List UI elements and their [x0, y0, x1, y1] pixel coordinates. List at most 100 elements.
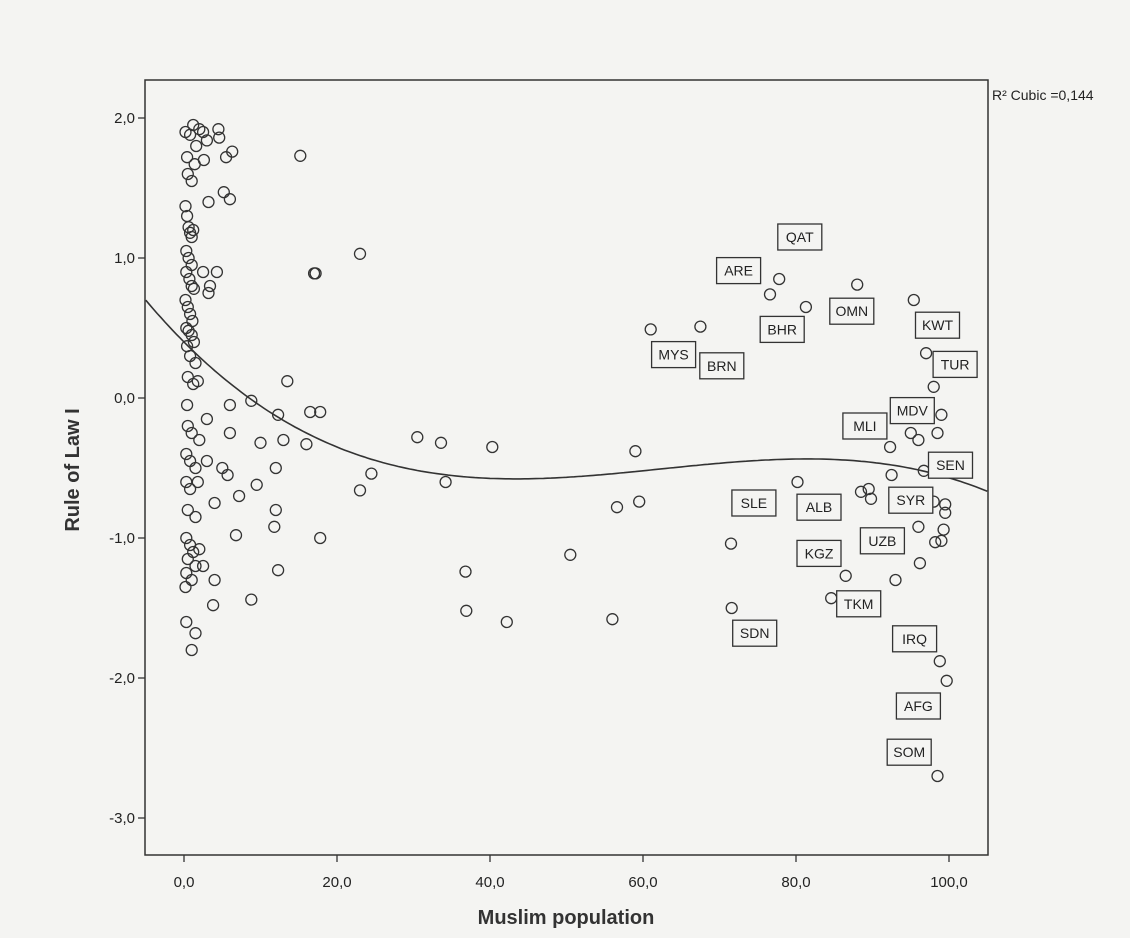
country-label: SEN — [927, 451, 974, 479]
y-tick-label: 2,0 — [114, 110, 135, 127]
data-point — [187, 282, 201, 295]
svg-text:TUR: TUR — [941, 356, 970, 372]
data-point — [460, 604, 473, 617]
svg-text:BHR: BHR — [767, 321, 797, 337]
data-point — [629, 445, 642, 458]
data-point — [937, 523, 950, 536]
country-label: MDV — [889, 396, 935, 425]
data-point — [439, 475, 452, 489]
data-point — [180, 398, 194, 412]
data-point — [203, 279, 217, 293]
data-point — [913, 557, 927, 570]
x-tick-label: 20,0 — [322, 874, 351, 891]
data-point — [181, 370, 194, 384]
data-point — [191, 475, 204, 489]
data-point — [180, 209, 194, 223]
data-point — [196, 265, 210, 279]
country-label: AFG — [895, 692, 942, 720]
data-point — [799, 300, 813, 314]
data-point — [929, 536, 942, 549]
data-point — [773, 272, 786, 286]
data-point — [281, 375, 294, 388]
data-point — [724, 537, 738, 550]
country-label: TUR — [932, 350, 978, 379]
svg-text:MYS: MYS — [658, 347, 688, 363]
data-point — [208, 496, 221, 510]
data-point — [245, 394, 258, 407]
data-point — [939, 506, 952, 519]
svg-text:MDV: MDV — [897, 403, 929, 419]
data-point — [193, 543, 206, 556]
data-point — [196, 559, 210, 573]
data-point — [202, 286, 215, 300]
data-point — [193, 123, 206, 136]
data-point — [919, 347, 933, 360]
data-point — [940, 674, 953, 687]
y-axis-title: Rule of Law I — [62, 408, 84, 531]
data-point — [294, 149, 307, 162]
data-point — [791, 475, 804, 489]
data-point — [606, 613, 619, 626]
data-point — [864, 492, 878, 505]
data-point — [180, 615, 193, 629]
svg-text:BRN: BRN — [707, 358, 737, 374]
data-point — [206, 599, 220, 612]
data-point — [189, 510, 202, 524]
data-point — [229, 529, 243, 542]
svg-text:KGZ: KGZ — [805, 545, 834, 561]
data-point — [277, 433, 290, 447]
data-point — [889, 573, 902, 587]
data-point — [185, 174, 198, 188]
data-point — [212, 123, 225, 136]
data-point — [189, 627, 202, 640]
data-point — [185, 328, 198, 342]
data-point — [904, 426, 917, 440]
data-point — [179, 293, 192, 307]
data-point — [180, 321, 193, 335]
data-point — [271, 564, 285, 577]
data-point — [185, 279, 198, 293]
y-tick-label: 0,0 — [114, 390, 135, 407]
country-label: BRN — [699, 352, 745, 380]
data-point — [500, 615, 513, 629]
data-point — [434, 436, 448, 449]
country-label: BHR — [759, 315, 805, 344]
data-point — [185, 230, 198, 244]
country-label: UZB — [859, 527, 906, 555]
data-point — [694, 320, 707, 333]
data-point — [300, 438, 313, 451]
data-point — [210, 265, 224, 279]
svg-text:UZB: UZB — [868, 533, 896, 549]
data-point — [182, 324, 195, 337]
svg-text:SDN: SDN — [740, 625, 770, 641]
data-points — [179, 118, 953, 783]
svg-text:TKM: TKM — [844, 596, 874, 612]
data-point — [250, 478, 263, 491]
data-point — [181, 552, 194, 566]
data-point — [931, 769, 944, 783]
x-axis: 0,0 20,0 40,0 60,0 80,0 100,0 — [174, 855, 968, 891]
data-point — [411, 431, 424, 444]
data-point — [221, 468, 234, 482]
svg-text:ARE: ARE — [724, 263, 753, 279]
x-axis-title: Muslim population — [478, 907, 655, 929]
data-point — [935, 534, 948, 547]
data-point — [763, 288, 777, 301]
data-point — [314, 405, 327, 419]
data-point — [200, 412, 214, 426]
data-point — [187, 118, 200, 132]
country-label: TKM — [836, 590, 882, 618]
data-point — [189, 356, 202, 370]
data-point — [353, 484, 367, 497]
country-label: SLE — [731, 489, 777, 517]
data-point — [254, 436, 267, 449]
svg-text:SEN: SEN — [936, 457, 965, 473]
data-point — [610, 501, 624, 514]
data-point — [180, 447, 193, 461]
data-point — [912, 520, 925, 533]
data-point — [851, 278, 864, 291]
data-point — [196, 125, 210, 139]
svg-text:SLE: SLE — [741, 495, 767, 511]
country-label: ARE — [715, 256, 762, 285]
